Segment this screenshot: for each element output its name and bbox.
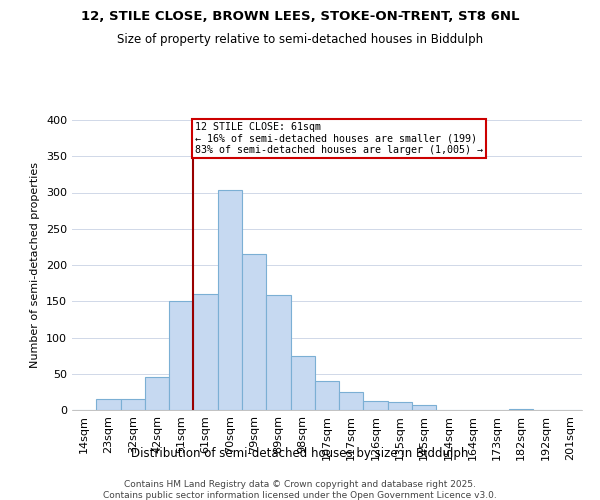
Bar (364, 400, 388, 410)
Bar (266, 296, 290, 410)
Bar (412, 405, 436, 410)
Text: Size of property relative to semi-detached houses in Biddulph: Size of property relative to semi-detach… (117, 32, 483, 46)
Bar (121, 399, 145, 410)
Text: Distribution of semi-detached houses by size in Biddulph: Distribution of semi-detached houses by … (131, 448, 469, 460)
Bar (169, 301, 193, 410)
Y-axis label: Number of semi-detached properties: Number of semi-detached properties (31, 162, 40, 368)
Text: Contains HM Land Registry data © Crown copyright and database right 2025.: Contains HM Land Registry data © Crown c… (124, 480, 476, 489)
Text: Contains public sector information licensed under the Open Government Licence v3: Contains public sector information licen… (103, 491, 497, 500)
Bar (193, 294, 218, 410)
Bar (290, 356, 315, 410)
Bar (242, 254, 266, 410)
Bar (218, 190, 242, 410)
Bar (388, 402, 412, 410)
Bar (339, 392, 364, 410)
Bar (96, 399, 121, 410)
Text: 12 STILE CLOSE: 61sqm
← 16% of semi-detached houses are smaller (199)
83% of sem: 12 STILE CLOSE: 61sqm ← 16% of semi-deta… (194, 122, 482, 156)
Bar (145, 378, 169, 410)
Bar (509, 408, 533, 410)
Text: 12, STILE CLOSE, BROWN LEES, STOKE-ON-TRENT, ST8 6NL: 12, STILE CLOSE, BROWN LEES, STOKE-ON-TR… (81, 10, 519, 23)
Bar (315, 381, 339, 410)
